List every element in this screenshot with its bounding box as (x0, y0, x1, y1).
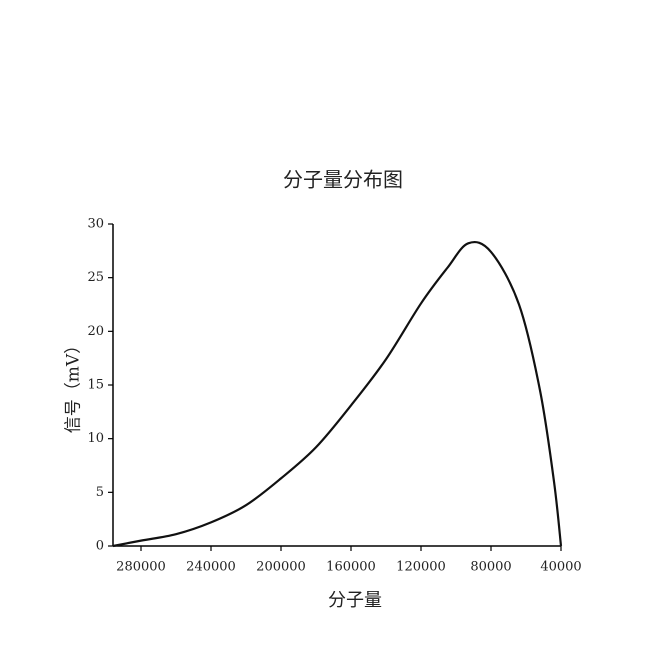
y-tick-label: 5 (96, 485, 104, 500)
x-axis-label: 分子量 (328, 590, 382, 611)
x-tick-label: 280000 (116, 560, 166, 575)
x-tick-label: 240000 (186, 560, 236, 575)
line (112, 240, 563, 548)
y-tick-label: 25 (87, 270, 104, 285)
x-tick-label: 80000 (470, 560, 511, 575)
x-tick-label: 160000 (326, 560, 376, 575)
y-tick-label: 10 (87, 431, 104, 446)
x-tick-label: 200000 (256, 560, 306, 575)
x-tick-label: 120000 (396, 560, 446, 575)
y-axis-label: 信号（mV） (64, 337, 84, 433)
y-tick-label: 15 (87, 378, 104, 393)
x-tick-label: 40000 (540, 560, 581, 575)
y-tick-label: 0 (96, 539, 104, 554)
y-tick-label: 30 (87, 217, 104, 232)
chart-title: 分子量分布图 (283, 168, 403, 192)
y-tick-label: 20 (87, 324, 104, 339)
